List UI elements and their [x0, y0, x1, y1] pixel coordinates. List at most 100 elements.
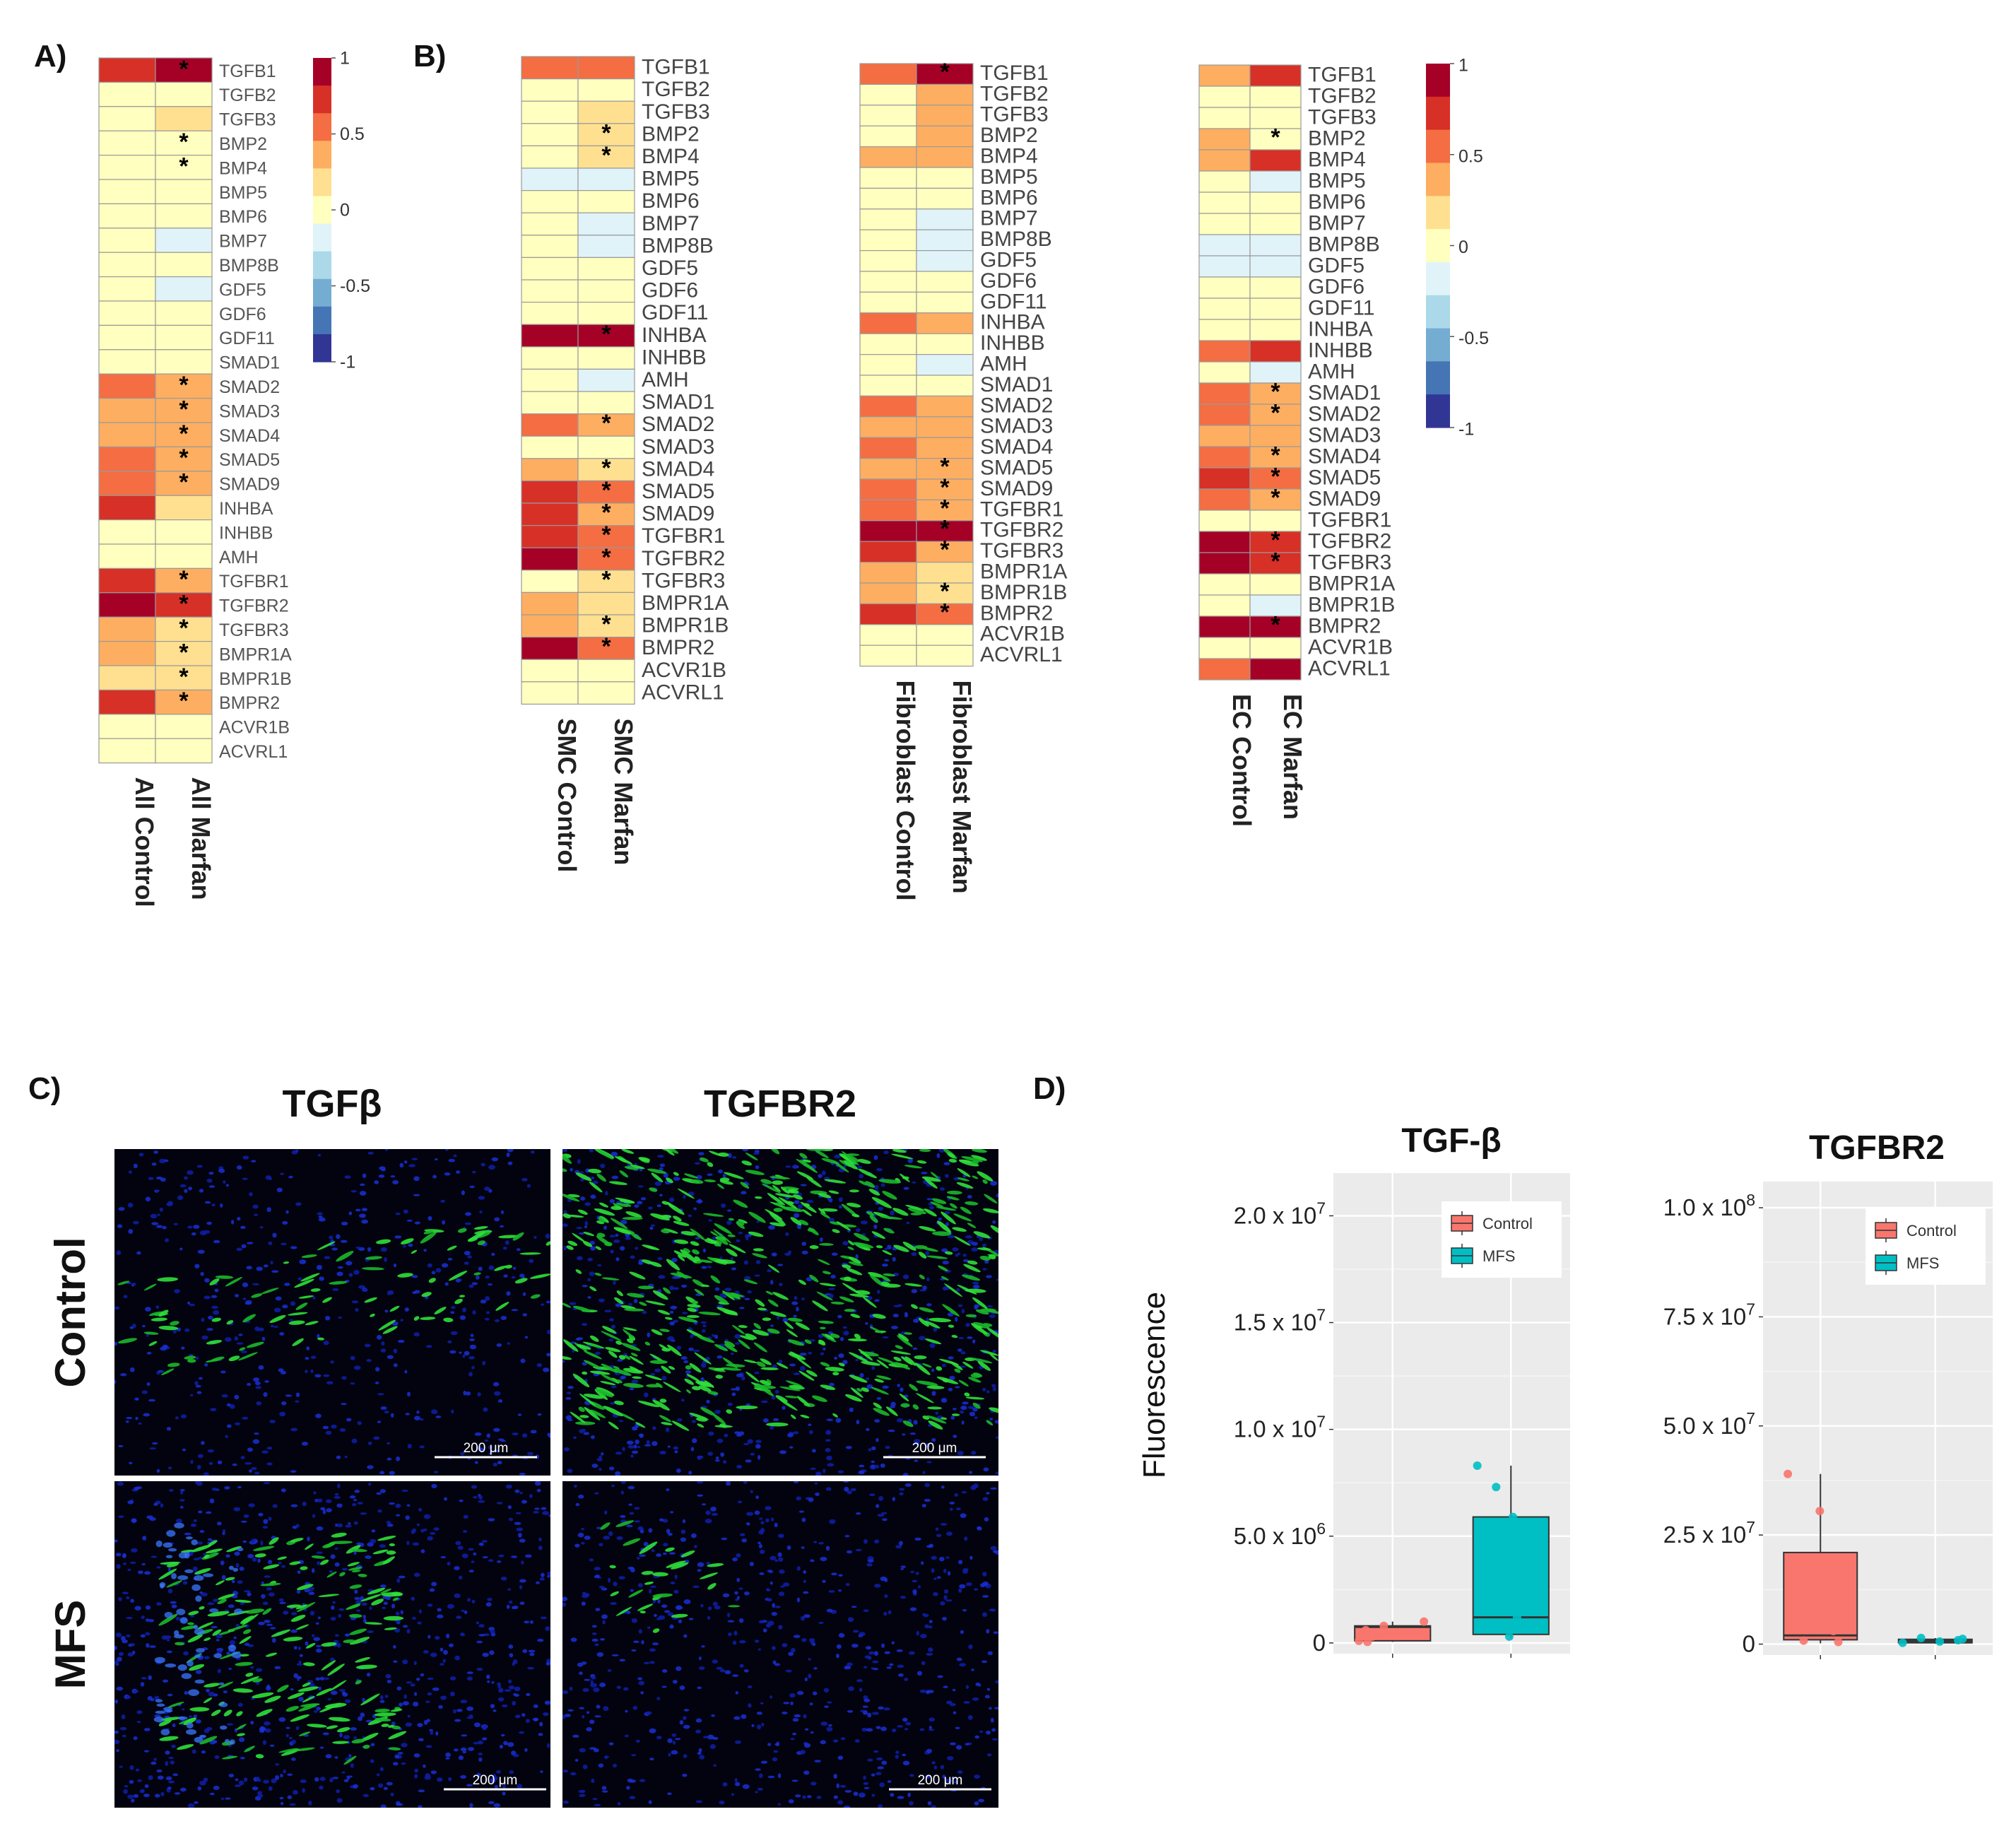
nucleus-dot — [733, 1716, 741, 1720]
legend-label: MFS — [1482, 1247, 1515, 1265]
green-signal — [845, 1394, 862, 1402]
gene-label: BMP8B — [1308, 232, 1380, 256]
green-signal — [731, 1292, 741, 1300]
nucleus-dot — [594, 1803, 601, 1807]
nucleus-dot — [697, 1562, 705, 1567]
nucleus-dot — [928, 1625, 933, 1629]
nucleus-dot — [326, 1381, 334, 1385]
gene-label: TGFBR2 — [1308, 529, 1391, 553]
nucleus-dot — [379, 1584, 387, 1588]
green-signal — [782, 1206, 803, 1212]
nucleus-dot — [803, 1714, 807, 1719]
nucleus-dot — [143, 1750, 150, 1753]
gene-label: BMP5 — [219, 183, 267, 203]
nucleus-dot — [820, 1352, 825, 1355]
nucleus-dot — [650, 1224, 656, 1227]
green-signal — [615, 1341, 623, 1345]
nucleus-dot — [295, 1524, 300, 1528]
green-signal — [204, 1697, 213, 1704]
nucleus-dot — [753, 1152, 760, 1155]
nucleus-dot — [627, 1444, 635, 1449]
green-signal — [596, 1173, 606, 1182]
green-signal — [664, 1317, 673, 1320]
nucleus-dot — [242, 1282, 249, 1288]
green-signal — [748, 1231, 764, 1237]
green-signal — [800, 1415, 810, 1418]
green-signal — [204, 1637, 211, 1642]
green-signal — [738, 1325, 748, 1329]
nucleus-dot — [857, 1165, 863, 1169]
nucleus-dot — [301, 1442, 308, 1446]
heatmap-cell — [98, 203, 156, 229]
heatmap-cell — [521, 167, 579, 192]
nucleus-dot — [129, 1765, 134, 1770]
nucleus-dot — [497, 1685, 502, 1689]
green-signal — [117, 1280, 130, 1285]
nucleus-dot — [456, 1615, 462, 1619]
nucleus-dot — [570, 1167, 573, 1172]
nucleus-dot — [967, 1714, 973, 1720]
nucleus-dot — [738, 1587, 743, 1590]
nucleus-dot — [476, 1640, 483, 1644]
green-signal — [632, 1376, 642, 1379]
nucleus-dot — [855, 1512, 861, 1515]
green-signal — [589, 1181, 603, 1193]
nucleus-dot — [676, 1666, 682, 1671]
nucleus-dot — [896, 1649, 903, 1652]
nucleus-dot — [197, 1249, 205, 1254]
nucleus-dot — [114, 1306, 120, 1309]
green-signal — [977, 1360, 991, 1371]
nucleus-dot — [820, 1721, 828, 1726]
significance-asterisk: * — [940, 454, 950, 481]
nucleus-dot — [695, 1237, 700, 1240]
green-signal — [191, 1544, 212, 1553]
nucleus-dot — [931, 1761, 936, 1765]
nucleus-dot — [514, 1714, 521, 1719]
heatmap-cell — [98, 276, 156, 302]
nucleus-dot — [696, 1481, 704, 1484]
green-signal — [599, 1202, 609, 1208]
nucleus-dot — [663, 1543, 668, 1547]
nucleus-dot — [305, 1641, 309, 1646]
nucleus-dot — [478, 1196, 485, 1200]
bright-nucleus — [228, 1644, 237, 1652]
nucleus-dot — [736, 1553, 741, 1558]
green-signal — [947, 1152, 955, 1158]
nucleus-dot — [701, 1645, 705, 1648]
nucleus-dot — [256, 1266, 264, 1271]
nucleus-dot — [818, 1333, 824, 1338]
nucleus-dot — [275, 1763, 280, 1766]
nucleus-dot — [247, 1592, 252, 1596]
nucleus-dot — [902, 1760, 910, 1766]
nucleus-dot — [746, 1512, 754, 1517]
nucleus-dot — [451, 1409, 454, 1414]
nucleus-dot — [570, 1772, 577, 1776]
heatmap-cell — [916, 478, 974, 500]
gene-label: BMP5 — [642, 167, 700, 191]
green-signal — [673, 1172, 679, 1176]
green-signal — [158, 1613, 178, 1626]
green-signal — [678, 1317, 697, 1323]
nucleus-dot — [447, 1257, 453, 1261]
color-scale-swatch — [1426, 163, 1450, 196]
nucleus-dot — [380, 1804, 387, 1808]
micrograph-column-tgfbr2: TGFBR2 — [704, 1083, 856, 1125]
heatmap-cell — [577, 681, 635, 705]
nucleus-dot — [285, 1210, 289, 1214]
nucleus-dot — [271, 1637, 276, 1643]
heatmap-cell — [98, 397, 156, 423]
nucleus-dot — [774, 1389, 779, 1394]
nucleus-dot — [931, 1391, 936, 1396]
nucleus-dot — [524, 1336, 529, 1339]
nucleus-dot — [168, 1756, 174, 1760]
green-signal — [222, 1755, 238, 1760]
green-signal — [770, 1149, 780, 1155]
nucleus-dot — [749, 1562, 754, 1567]
nucleus-dot — [880, 1183, 885, 1187]
nucleus-dot — [332, 1777, 339, 1779]
nucleus-dot — [756, 1220, 760, 1223]
nucleus-dot — [782, 1317, 789, 1323]
green-signal — [166, 1580, 182, 1588]
nucleus-dot — [936, 1533, 942, 1538]
